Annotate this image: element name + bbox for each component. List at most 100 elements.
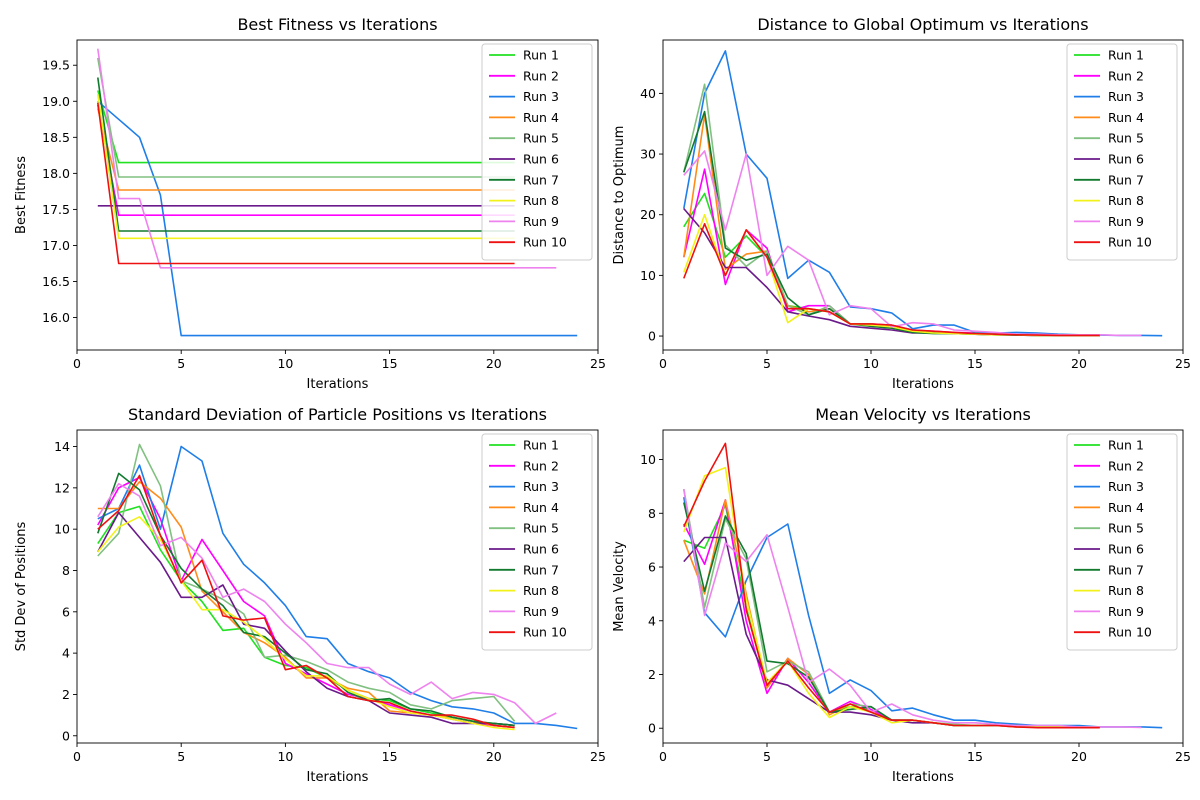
series-line-run-9	[683, 488, 1142, 729]
series-line-run-2	[97, 104, 515, 216]
x-tick-label: 0	[659, 356, 667, 371]
legend-label-run-10: Run 10	[523, 625, 567, 640]
y-tick-label: 30	[640, 147, 656, 162]
legend-label-run-3: Run 3	[1108, 479, 1144, 494]
legend-label-run-9: Run 9	[1108, 604, 1144, 619]
legend-label-run-9: Run 9	[1108, 214, 1144, 229]
legend-box	[1066, 43, 1178, 261]
series-line-run-1	[97, 90, 515, 164]
series-line-run-10	[683, 442, 1100, 729]
series-line-run-6	[683, 536, 1100, 728]
legend: Run 1 Run 2 Run 3 Run 4 Run 5 Run 6 Run 7 Run 8…	[481, 433, 593, 651]
series-line-run-5	[683, 83, 1100, 337]
y-tick-label: 19.0	[42, 94, 70, 109]
chart-title: Distance to Global Optimum vs Iterations	[757, 15, 1088, 34]
y-axis-label: Mean Velocity	[612, 541, 627, 632]
y-tick-label: 10	[640, 452, 656, 467]
y-tick-label: 12	[54, 480, 70, 495]
series-line-run-8	[683, 213, 1100, 337]
series-line-run-7	[683, 110, 1100, 337]
legend-label-run-2: Run 2	[523, 68, 559, 83]
legend-box	[481, 43, 593, 261]
legend-label-run-2: Run 2	[1108, 458, 1144, 473]
series-line-run-10	[97, 102, 515, 265]
x-tick-label: 15	[382, 356, 398, 371]
y-tick-label: 4	[648, 613, 656, 628]
y-tick-label: 0	[648, 329, 656, 344]
y-tick-label: 2	[648, 667, 656, 682]
y-tick-label: 2	[62, 687, 70, 702]
legend-label-run-9: Run 9	[523, 214, 559, 229]
x-axis-label: Iterations	[307, 377, 369, 392]
plot-area	[97, 48, 578, 337]
x-tick-label: 15	[382, 749, 398, 764]
x-tick-label: 0	[73, 356, 81, 371]
series-line-run-7	[97, 77, 515, 232]
x-tick-label: 10	[277, 749, 293, 764]
x-tick-label: 5	[177, 356, 185, 371]
legend-label-run-2: Run 2	[1108, 68, 1144, 83]
legend-label-run-10: Run 10	[1108, 235, 1152, 250]
legend-label-run-4: Run 4	[1108, 110, 1144, 125]
axes-frame	[76, 39, 599, 351]
chart-panel-3: Standard Deviation of Particle Positions…	[14, 405, 606, 785]
y-tick-label: 17.5	[42, 202, 70, 217]
series-line-run-4	[683, 499, 1100, 728]
axes-frame	[662, 429, 1184, 744]
legend-label-run-5: Run 5	[1108, 131, 1144, 146]
legend-box	[481, 433, 593, 651]
legend-label-run-10: Run 10	[1108, 625, 1152, 640]
x-tick-label: 25	[1175, 356, 1191, 371]
legend-label-run-1: Run 1	[523, 48, 559, 63]
legend-label-run-6: Run 6	[1108, 542, 1144, 557]
legend-label-run-7: Run 7	[1108, 562, 1144, 577]
y-tick-label: 16.5	[42, 274, 70, 289]
legend-label-run-5: Run 5	[1108, 521, 1144, 536]
legend-label-run-1: Run 1	[1108, 48, 1144, 63]
y-tick-label: 40	[640, 86, 656, 101]
x-axis-label: Iterations	[307, 770, 369, 785]
series-line-run-7	[97, 472, 515, 727]
y-axis-label: Best Fitness	[14, 156, 29, 234]
x-tick-label: 5	[763, 356, 771, 371]
chart-panel-4: Mean Velocity vs Iterations 0 5 10 15 20 25 0 2 4…	[612, 405, 1191, 785]
legend-label-run-8: Run 8	[523, 193, 559, 208]
x-tick-label: 20	[1071, 749, 1087, 764]
x-tick-label: 0	[73, 749, 81, 764]
y-tick-label: 8	[648, 506, 656, 521]
x-tick-label: 25	[590, 749, 606, 764]
series-line-run-10	[683, 223, 1100, 337]
series-line-run-7	[683, 502, 1100, 728]
legend-label-run-5: Run 5	[523, 521, 559, 536]
x-tick-label: 20	[486, 356, 502, 371]
x-tick-label: 25	[1175, 749, 1191, 764]
series-line-run-5	[97, 443, 516, 722]
x-axis-label: Iterations	[892, 770, 954, 785]
y-tick-label: 20	[640, 207, 656, 222]
y-tick-label: 18.0	[42, 166, 70, 181]
chart-panel-2: Distance to Global Optimum vs Iterations…	[612, 15, 1191, 392]
series-line-run-4	[683, 113, 1100, 337]
legend-label-run-3: Run 3	[523, 479, 559, 494]
x-tick-label: 20	[1071, 356, 1087, 371]
series-line-run-2	[683, 499, 1100, 728]
axes-frame	[662, 39, 1184, 351]
y-tick-label: 18.5	[42, 130, 70, 145]
legend-label-run-4: Run 4	[523, 500, 559, 515]
x-tick-label: 0	[659, 749, 667, 764]
y-tick-label: 6	[648, 560, 656, 575]
x-tick-label: 15	[967, 749, 983, 764]
legend-label-run-4: Run 4	[1108, 500, 1144, 515]
series-line-run-2	[683, 168, 1100, 337]
legend-label-run-8: Run 8	[1108, 193, 1144, 208]
series-line-run-3	[97, 445, 578, 730]
series-line-run-6	[683, 208, 1100, 337]
legend-box	[1066, 433, 1178, 651]
y-axis-label: Std Dev of Positions	[14, 521, 29, 651]
y-tick-label: 14	[54, 439, 70, 454]
legend-label-run-5: Run 5	[523, 131, 559, 146]
x-tick-label: 5	[763, 749, 771, 764]
x-tick-label: 5	[177, 749, 185, 764]
series-line-run-6	[97, 511, 515, 727]
legend-label-run-1: Run 1	[523, 438, 559, 453]
